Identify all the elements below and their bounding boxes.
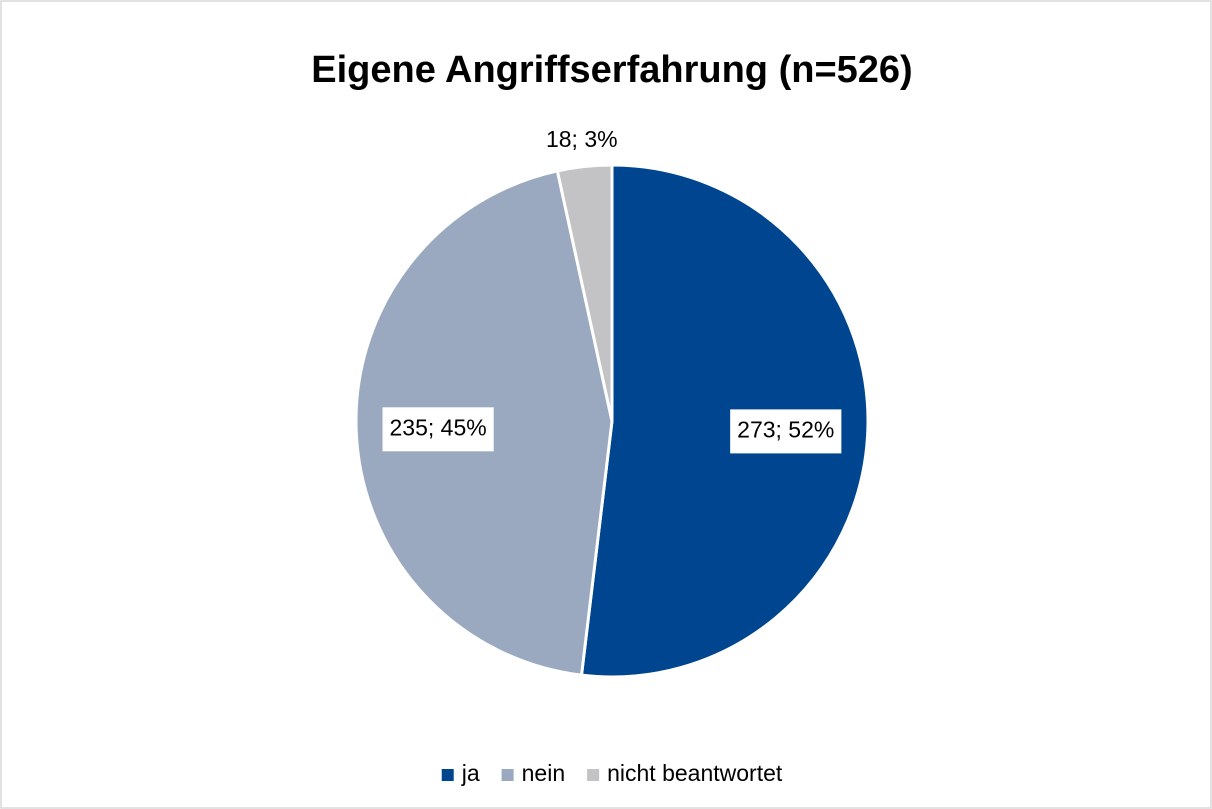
- data-label: 235; 45%: [390, 414, 487, 440]
- data-label-box: [730, 409, 842, 454]
- data-label-box: [382, 407, 494, 452]
- chart-title: Eigene Angriffserfahrung (n=526): [311, 49, 912, 91]
- legend-swatch: [587, 769, 600, 781]
- data-label: 18; 3%: [546, 126, 618, 152]
- data-label: 273; 52%: [737, 416, 834, 442]
- legend-swatch: [501, 769, 514, 781]
- pie-slice: [579, 163, 870, 679]
- legend-label: nicht beantwortet: [607, 760, 783, 786]
- legend-label: ja: [461, 760, 480, 786]
- legend-swatch: [441, 769, 454, 781]
- pie-slice: [555, 163, 614, 422]
- legend-label: nein: [522, 760, 565, 786]
